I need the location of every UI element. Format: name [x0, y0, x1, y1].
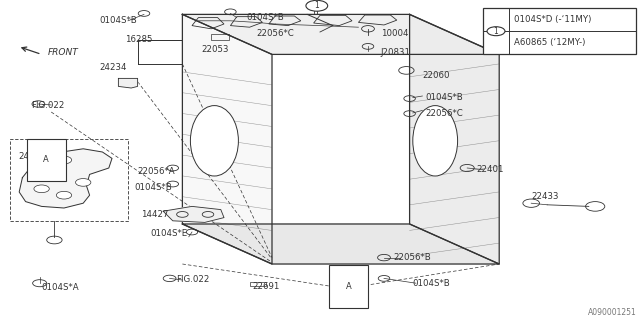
Polygon shape	[118, 78, 138, 88]
Circle shape	[37, 159, 52, 167]
Bar	[483, 8, 636, 54]
Polygon shape	[182, 14, 272, 264]
Text: 0104S*B: 0104S*B	[100, 16, 137, 25]
Text: 22056*B: 22056*B	[394, 253, 431, 262]
Text: 22060: 22060	[422, 71, 450, 80]
Text: 0104S*B: 0104S*B	[413, 279, 451, 288]
Text: 24234: 24234	[99, 63, 127, 72]
Text: 1: 1	[493, 27, 499, 36]
Text: 24035: 24035	[18, 152, 45, 161]
Text: A: A	[346, 282, 351, 291]
Text: 0104S*B: 0104S*B	[246, 13, 284, 22]
Text: 22053: 22053	[202, 45, 229, 54]
Bar	[250, 282, 266, 286]
Text: FRONT: FRONT	[48, 48, 79, 57]
Polygon shape	[163, 206, 224, 222]
Polygon shape	[410, 14, 499, 264]
Text: 14427: 14427	[141, 210, 168, 219]
Text: 22401: 22401	[477, 165, 504, 174]
Text: 0104S*B: 0104S*B	[134, 183, 172, 192]
Text: A090001251: A090001251	[588, 308, 637, 317]
Text: 10004: 10004	[381, 29, 408, 38]
Text: A: A	[44, 156, 49, 164]
Text: 0104S*D (-‘11MY): 0104S*D (-‘11MY)	[514, 15, 591, 24]
Text: FIG.022: FIG.022	[176, 276, 209, 284]
Circle shape	[76, 179, 91, 186]
Text: J20831: J20831	[381, 48, 411, 57]
Circle shape	[56, 191, 72, 199]
Text: 0104S*B: 0104S*B	[426, 93, 463, 102]
Text: 22056*A: 22056*A	[138, 167, 175, 176]
Text: 22056*C: 22056*C	[256, 29, 294, 38]
Text: A60865 (‘12MY-): A60865 (‘12MY-)	[514, 38, 586, 47]
Polygon shape	[19, 149, 112, 208]
Text: 22433: 22433	[531, 192, 559, 201]
Circle shape	[56, 156, 72, 164]
Text: 0104S*A: 0104S*A	[42, 284, 79, 292]
Bar	[10, 139, 128, 221]
Ellipse shape	[413, 106, 458, 176]
Circle shape	[34, 185, 49, 193]
Text: 22056*C: 22056*C	[426, 109, 463, 118]
Text: FIG.022: FIG.022	[31, 101, 64, 110]
Circle shape	[487, 27, 505, 36]
Polygon shape	[182, 14, 499, 54]
Text: 1: 1	[314, 1, 319, 10]
Bar	[211, 34, 229, 40]
Circle shape	[306, 0, 328, 11]
Polygon shape	[182, 224, 499, 264]
Text: 16285: 16285	[125, 36, 152, 44]
Text: 22691: 22691	[253, 282, 280, 291]
Ellipse shape	[191, 106, 239, 176]
Text: 0104S*E: 0104S*E	[150, 229, 188, 238]
